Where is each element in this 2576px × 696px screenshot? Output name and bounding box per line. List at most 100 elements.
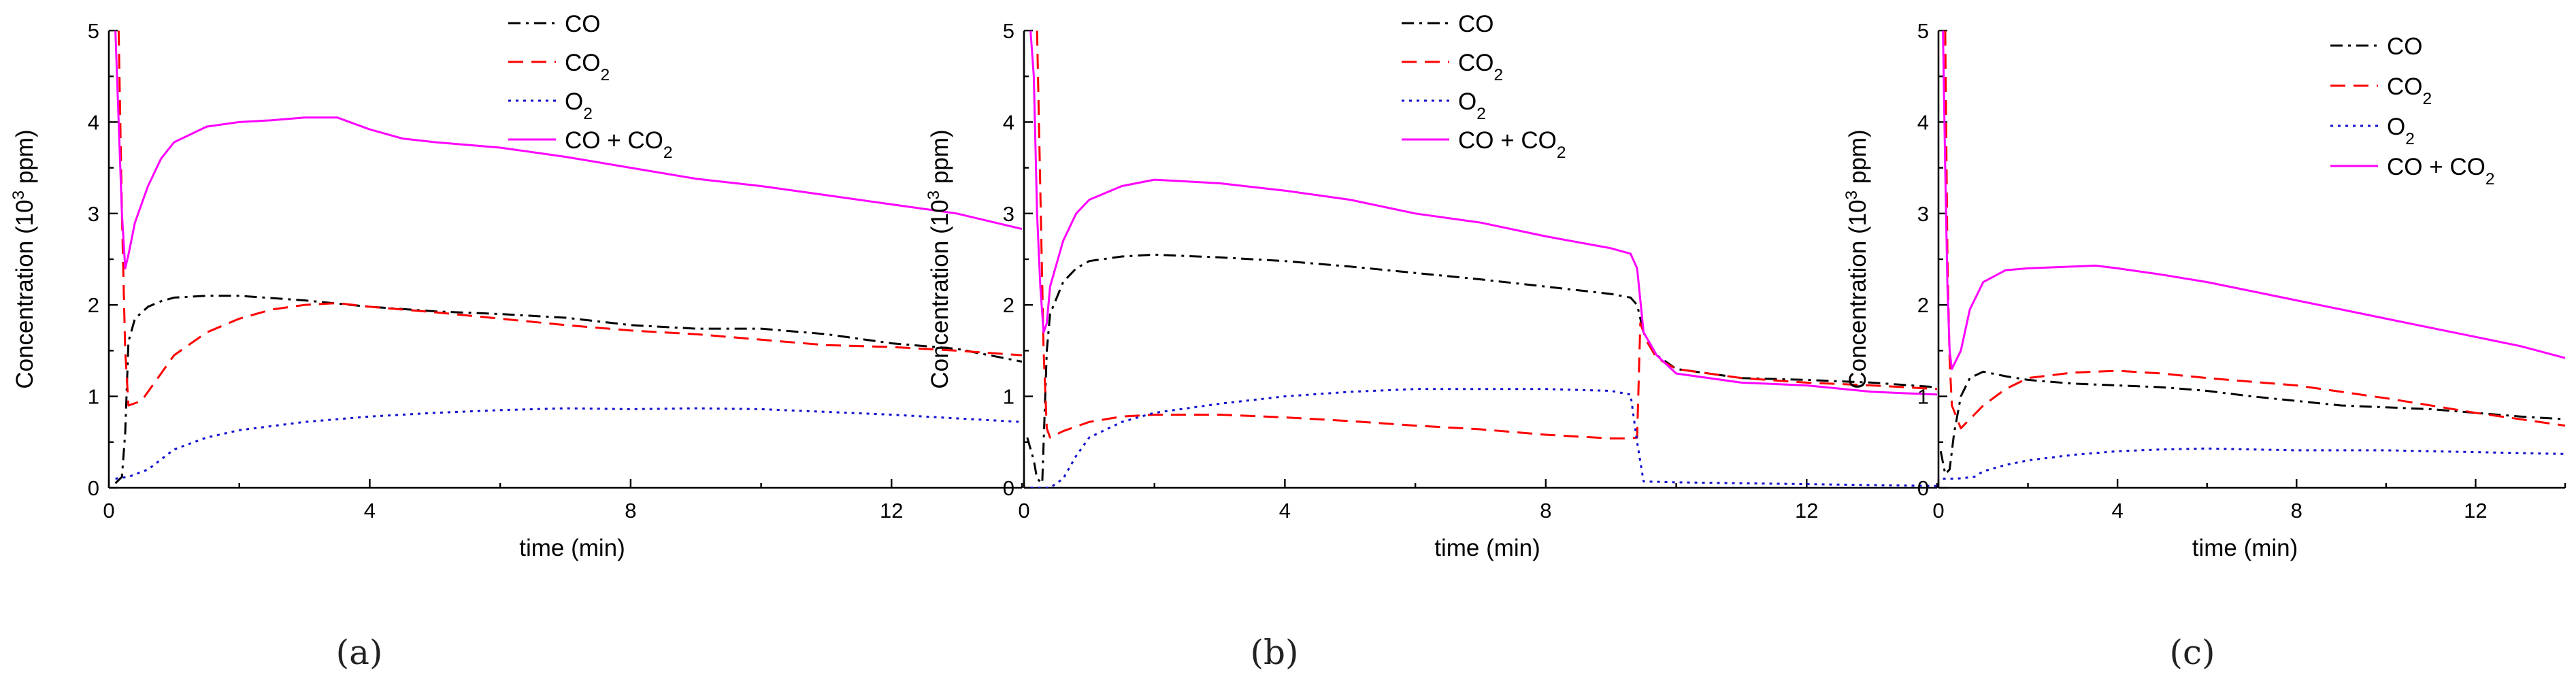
legend-label-o2-part: O [565,88,583,115]
y-axis-label-part: Concentration (10 [1845,199,1871,388]
legend-label-sum-part: CO + CO [1458,127,1557,154]
y-tick-label-b: 1 [1003,385,1014,409]
legend-label-o2: O2 [2387,114,2415,148]
legend-label-sum: CO + CO2 [2387,154,2495,188]
y-tick-label-c: 4 [1917,110,1929,134]
legend-label-sum-part: 2 [1557,144,1566,162]
legend-label-o2-part: 2 [2405,130,2415,148]
caption-b: (b) [1250,633,1298,672]
x-axis-label-b: time (min) [1434,535,1540,561]
x-tick-label-a: 12 [880,499,903,523]
legend-label-o2-part: O [1458,88,1476,115]
legend-label-o2-part: 2 [1476,105,1486,123]
series-line-co2-c [1944,30,2565,430]
x-tick-label-b: 12 [1795,499,1818,523]
legend-label-co2-part: CO [2387,73,2423,100]
legend-label-sum-part: 2 [663,144,673,162]
x-tick-label-c: 12 [2464,499,2487,523]
legend-label-o2: O2 [565,88,593,123]
y-tick-label-a: 2 [88,293,99,317]
legend-label-co2-part: CO [565,50,601,76]
y-axis-label-part: ppm) [1845,129,1871,190]
series-line-co2-a [117,30,1022,407]
series-line-o2-c [1943,447,2565,480]
legend-label-co: CO [2387,33,2423,60]
y-axis-label-part: 3 [10,190,28,200]
y-tick-label-a: 1 [88,385,99,409]
legend-label-co: CO [565,11,601,37]
legend-label-o2-part: 2 [583,105,593,123]
y-axis-label-c: Concentration (103 ppm) [1843,129,1872,388]
series-line-sum-b [1029,30,1937,396]
y-tick-label-b: 3 [1003,202,1014,226]
x-axis-label-a: time (min) [519,535,625,561]
y-tick-label-c: 0 [1917,476,1929,500]
x-tick-label-c: 4 [2112,499,2124,523]
legend-label-co2: CO2 [1458,50,1503,84]
x-tick-label-c: 0 [1932,499,1944,523]
legend-label-sum-part: CO + CO [565,127,663,154]
legend-label-sum: CO + CO2 [1458,127,1566,162]
y-axis-label-b: Concentration (103 ppm) [925,129,954,388]
y-axis-label-part: 3 [1843,190,1861,200]
x-axis-label-c: time (min) [2192,535,2298,561]
caption-c: (c) [2169,633,2215,672]
x-tick-label-a: 0 [103,499,114,523]
x-tick-label-c: 8 [2291,499,2302,523]
y-tick-label-b: 0 [1003,476,1014,500]
legend-label-co-part: CO [1458,11,1494,37]
legend-label-o2-part: O [2387,114,2405,140]
y-tick-label-a: 0 [88,476,99,500]
y-axis-label-part: ppm) [927,129,953,190]
y-axis-label-part: Concentration (10 [12,199,38,388]
legend-label-co2-part: 2 [601,66,610,84]
y-tick-label-c: 1 [1917,385,1929,409]
y-axis-label-part: Concentration (10 [927,199,953,388]
series-line-o2-a [115,407,1022,480]
legend-label-co2-part: 2 [2423,90,2432,108]
y-axis-label-part: ppm) [12,129,38,190]
y-tick-label-b: 5 [1003,19,1014,43]
y-tick-label-c: 3 [1917,202,1929,226]
caption-a: (a) [336,633,383,672]
series-line-sum-a [114,30,1022,269]
series-line-co2-b [1036,30,1937,440]
y-axis-label-part: 3 [925,190,943,200]
y-axis-label-a: Concentration (103 ppm) [10,129,39,388]
legend-label-co2: CO2 [565,50,610,84]
legend-label-sum-part: 2 [2486,170,2495,188]
series-line-sum-c [1942,30,2565,370]
x-tick-label-b: 4 [1279,499,1291,523]
x-tick-label-b: 8 [1540,499,1551,523]
series-line-co-b [1026,253,1937,484]
legend-label-sum: CO + CO2 [565,127,673,162]
legend-label-co2: CO2 [2387,73,2432,108]
y-tick-label-a: 4 [88,110,99,134]
legend-label-co2-part: CO [1458,50,1494,76]
legend-label-o2: O2 [1458,88,1486,123]
y-tick-label-c: 2 [1917,293,1929,317]
legend-label-co-part: CO [565,11,601,37]
legend-label-co2-part: 2 [1494,66,1504,84]
x-tick-label-a: 8 [625,499,636,523]
x-tick-label-a: 4 [364,499,376,523]
y-tick-label-a: 3 [88,202,99,226]
legend-label-co: CO [1458,11,1494,37]
y-tick-label-b: 2 [1003,293,1014,317]
y-tick-label-c: 5 [1917,19,1929,43]
y-tick-label-b: 4 [1003,110,1014,134]
series-line-co-c [1939,370,2565,476]
x-tick-label-b: 0 [1018,499,1029,523]
y-tick-label-a: 5 [88,19,99,43]
legend-label-sum-part: CO + CO [2387,154,2486,180]
